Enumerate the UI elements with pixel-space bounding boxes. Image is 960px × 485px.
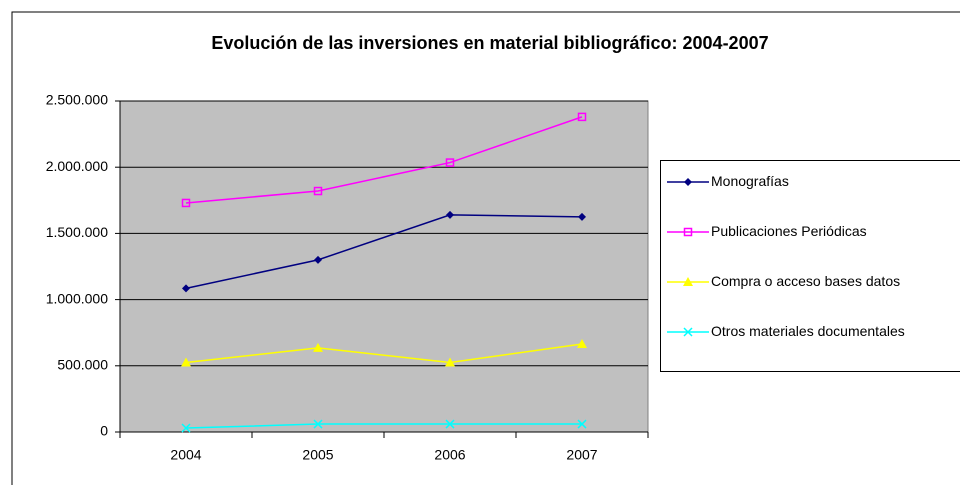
marker xyxy=(683,277,693,286)
legend-label: Monografías xyxy=(711,173,789,189)
y-tick-label: 1.000.000 xyxy=(46,290,108,306)
marker xyxy=(445,158,455,167)
legend-label: Compra o acceso bases datos xyxy=(711,273,901,289)
legend-label: Publicaciones Periódicas xyxy=(711,223,867,239)
marker xyxy=(181,198,191,208)
marker xyxy=(446,210,454,219)
legend: Monografías Publicaciones Periódicas Compr… xyxy=(660,160,960,372)
marker xyxy=(683,327,693,337)
y-tick-label: 500.000 xyxy=(57,357,108,373)
legend-swatch xyxy=(667,178,709,186)
x-tick-label: 2007 xyxy=(566,447,597,463)
legend-swatch xyxy=(667,277,709,286)
legend-swatch xyxy=(667,327,709,337)
plot-area xyxy=(119,100,649,433)
y-tick-label: 2.500.000 xyxy=(46,92,108,108)
marker xyxy=(182,284,190,293)
marker xyxy=(578,212,586,221)
x-tick-label: 2006 xyxy=(434,447,465,463)
legend-swatch xyxy=(667,227,709,237)
x-tick-label: 2005 xyxy=(302,447,333,463)
marker xyxy=(313,342,323,352)
marker xyxy=(577,338,587,348)
series-line xyxy=(185,423,582,429)
marker xyxy=(181,357,191,367)
marker xyxy=(313,419,323,429)
marker xyxy=(181,423,191,433)
y-tick-label: 2.000.000 xyxy=(46,158,108,174)
y-tick-label: 0 xyxy=(100,423,108,439)
series-line xyxy=(185,214,583,290)
x-tick-label: 2004 xyxy=(170,447,201,463)
marker xyxy=(445,357,455,367)
series-line xyxy=(185,343,583,364)
marker xyxy=(577,112,587,122)
marker xyxy=(683,227,693,237)
marker xyxy=(684,178,692,186)
y-tick-label: 1.500.000 xyxy=(46,224,108,240)
marker xyxy=(314,255,322,264)
marker xyxy=(577,419,587,429)
legend-label: Otros materiales documentales xyxy=(711,323,905,339)
chart-title: Evolución de las inversiones en material… xyxy=(211,33,768,53)
marker xyxy=(445,419,455,429)
series-line xyxy=(185,116,583,204)
marker xyxy=(313,186,323,196)
